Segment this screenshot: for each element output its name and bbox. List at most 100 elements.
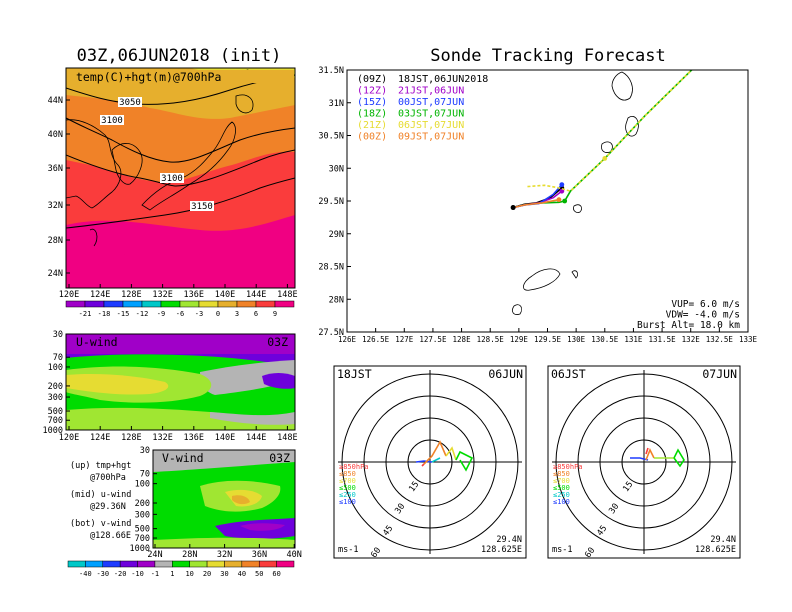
tracking-legend-code: (09Z) xyxy=(357,74,387,85)
temperature-colorbar-swatch xyxy=(198,300,219,308)
u-wind-lon-tick-label: 132E xyxy=(152,433,172,443)
contour-label-box xyxy=(118,97,142,107)
map-lat-tick-label: 32N xyxy=(48,201,63,211)
note-line: (up) tmp+hgt xyxy=(70,461,131,471)
wind-colorbar-swatch xyxy=(276,560,295,568)
map-lon-ticks: 120E 124E 128E 132E 136E 140E 144E 148E xyxy=(59,284,298,300)
temperature-colorbar-label: -3 xyxy=(195,310,203,318)
temperature-colorbar-swatch xyxy=(217,300,238,308)
hodo-trace xyxy=(645,448,655,461)
tracking-lat-tick-label: 28.5N xyxy=(318,263,344,273)
wind-colorbar-swatch xyxy=(189,560,208,568)
hodo-ring-label: 30 xyxy=(393,502,407,516)
temperature-colorbar-label: -9 xyxy=(157,310,165,318)
map-lat-ticks: 44N 40N 36N 32N 28N 24N xyxy=(48,96,70,279)
tracking-legend-text: 00JST,07JUN xyxy=(398,97,464,108)
hodo-level-label: ≤100 xyxy=(339,498,356,506)
hodo-trace xyxy=(423,440,447,465)
tracking-legend-code: (12Z) xyxy=(357,86,387,97)
tracking-lat-tick-label: 28N xyxy=(329,295,344,305)
contour-label-box xyxy=(190,201,214,211)
wind-colorbar-swatch xyxy=(67,560,86,568)
tracking-lat-tick-label: 30.5N xyxy=(318,132,344,142)
track-endpoint xyxy=(562,198,568,204)
tracking-lat-tick-label: 29.5N xyxy=(318,197,344,207)
map-plot: 3050 3100 3100 3150 xyxy=(66,68,295,288)
hodo-left-unit: ms-1 xyxy=(338,545,358,555)
v-wind-lat-tick-label: 24N xyxy=(147,550,162,560)
temperature-colorbar-label: 3 xyxy=(235,310,239,318)
note-line: @29.36N xyxy=(90,502,126,512)
tracking-lon-tick-label: 127.5E xyxy=(419,335,447,344)
temperature-colorbar-swatch xyxy=(84,300,105,308)
track-endpoint xyxy=(559,182,565,188)
track-endpoint xyxy=(556,197,562,203)
tracking-legend-text: 06JST,07JUN xyxy=(398,120,464,131)
hodo-ring-label: 30 xyxy=(607,502,621,516)
pressure-tick-label: 1000 xyxy=(43,426,63,436)
panel-notes: (up) tmp+hgt @700hPa (mid) u-wind @29.36N (b… xyxy=(70,461,131,541)
launch-point xyxy=(510,205,516,211)
wind-colorbar-swatch xyxy=(154,560,173,568)
contour-label: 3050 xyxy=(119,98,141,108)
contour-label-box xyxy=(100,115,124,125)
temperature-colorbar: -21 -18 -15 -12 -9 -6 -3 0 3 6 9 xyxy=(65,300,295,318)
hodo-trace xyxy=(445,446,457,461)
hodo-left-date: 06JUN xyxy=(488,367,523,381)
temperature-colorbar-label: -18 xyxy=(98,310,111,318)
tracking-legend-code: (18Z) xyxy=(357,109,387,120)
tracking-lat-ticks: 31.5N 31N 30.5N 30N 29.5N 29N 28.5N 28N 27.5N xyxy=(318,66,351,338)
u-wind-lon-tick-label: 128E xyxy=(121,433,141,443)
wind-colorbar-swatch xyxy=(85,560,104,568)
u-wind-frame xyxy=(65,333,296,431)
map-title: 03Z,06JUN2018 (init) xyxy=(77,46,282,66)
wind-colorbar-swatch xyxy=(137,560,156,568)
pressure-tick-label: 70 xyxy=(140,470,150,480)
hodo-left-time: 18JST xyxy=(337,367,372,381)
wind-colorbar-label: -30 xyxy=(96,570,109,578)
map-lat-tick-label: 36N xyxy=(48,164,63,174)
v-wind-lat-tick-label: 32N xyxy=(217,550,232,560)
pressure-tick-label: 100 xyxy=(135,480,150,490)
map-lon-tick-label: 136E xyxy=(184,290,204,300)
map-lat-tick-label: 28N xyxy=(48,236,63,246)
v-wind-lat-tick-label: 36N xyxy=(252,550,267,560)
tracking-info-line: Burst Alt= 18.0 km xyxy=(637,320,740,331)
wind-colorbar-label: 20 xyxy=(203,570,211,578)
map-lon-tick-label: 148E xyxy=(277,290,297,300)
tracking-info-line: VUP= 6.0 m/s xyxy=(671,299,740,310)
temperature-colorbar-label: -6 xyxy=(176,310,184,318)
pressure-tick-label: 500 xyxy=(135,525,150,535)
u-wind-lon-tick-label: 120E xyxy=(59,433,79,443)
temperature-colorbar-swatch xyxy=(141,300,162,308)
temperature-colorbar-swatch xyxy=(274,300,295,308)
u-wind-plot xyxy=(66,334,295,430)
note-line: @700hPa xyxy=(90,473,126,483)
tracking-lon-tick-label: 128E xyxy=(453,335,472,344)
tracking-legend-text: 21JST,06JUN xyxy=(398,86,464,97)
u-wind-time: 03Z xyxy=(267,335,288,349)
pressure-tick-label: 300 xyxy=(48,393,63,403)
u-wind-lon-tick-label: 124E xyxy=(90,433,110,443)
wind-colorbar-swatch xyxy=(258,560,277,568)
hodo-level-label: ≤700 xyxy=(553,477,570,485)
temperature-colorbar-swatch xyxy=(179,300,200,308)
hodo-trace xyxy=(673,448,685,468)
hodo-ring-label: 15 xyxy=(407,480,421,494)
tracking-lon-tick-label: 133E xyxy=(739,335,758,344)
tracking-lon-tick-label: 127E xyxy=(395,335,414,344)
v-wind-time: 03Z xyxy=(269,451,290,465)
wind-colorbar-swatch xyxy=(119,560,138,568)
note-line: (bot) v-wind xyxy=(70,519,131,529)
hodo-level-label: ≤100 xyxy=(553,498,570,506)
map-lon-tick-label: 128E xyxy=(121,290,141,300)
tracking-legend-text: 09JST,07JUN xyxy=(398,132,464,143)
map-label-box xyxy=(72,70,294,83)
tracking-lon-tick-label: 130.5E xyxy=(591,335,619,344)
track-line xyxy=(512,198,560,209)
